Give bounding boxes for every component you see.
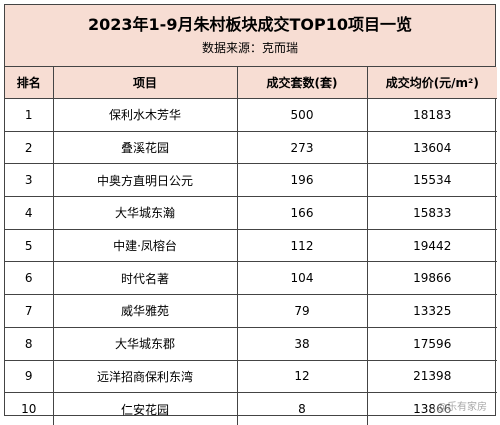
rank-cell: 9 xyxy=(5,360,53,393)
sets-cell: 8 xyxy=(237,393,367,425)
column-header-price: 成交均价(元/m²) xyxy=(367,67,497,99)
ranking-table-card: 2023年1-9月朱村板块成交TOP10项目一览 数据来源：克而瑞 排名 项目 … xyxy=(4,4,496,416)
project-name-cell: 叠溪花园 xyxy=(53,131,237,164)
price-cell: 13325 xyxy=(367,295,497,328)
sets-cell: 112 xyxy=(237,229,367,262)
rank-cell: 5 xyxy=(5,229,53,262)
rank-cell: 3 xyxy=(5,164,53,197)
project-name-cell: 威华雅苑 xyxy=(53,295,237,328)
column-header-name: 项目 xyxy=(53,67,237,99)
sets-cell: 166 xyxy=(237,197,367,230)
project-name-cell: 时代名著 xyxy=(53,262,237,295)
column-header-rank: 排名 xyxy=(5,67,53,99)
rank-cell: 1 xyxy=(5,99,53,132)
sets-cell: 38 xyxy=(237,327,367,360)
project-name-cell: 保利水木芳华 xyxy=(53,99,237,132)
column-header-sets: 成交套数(套) xyxy=(237,67,367,99)
sets-cell: 12 xyxy=(237,360,367,393)
header-block: 2023年1-9月朱村板块成交TOP10项目一览 数据来源：克而瑞 xyxy=(5,5,495,67)
price-cell: 15534 xyxy=(367,164,497,197)
price-cell: 15833 xyxy=(367,197,497,230)
price-cell: 19442 xyxy=(367,229,497,262)
project-name-cell: 大华城东瀚 xyxy=(53,197,237,230)
sets-cell: 500 xyxy=(237,99,367,132)
data-source: 数据来源：克而瑞 xyxy=(5,39,495,57)
project-name-cell: 中建·凤榕台 xyxy=(53,229,237,262)
rank-cell: 2 xyxy=(5,131,53,164)
price-cell: 21398 xyxy=(367,360,497,393)
sets-cell: 79 xyxy=(237,295,367,328)
project-name-cell: 仁安花园 xyxy=(53,393,237,425)
header-row: 排名 项目 成交套数(套) 成交均价(元/m²) xyxy=(5,67,497,99)
rank-cell: 8 xyxy=(5,327,53,360)
price-cell: 18183 xyxy=(367,99,497,132)
sets-cell: 196 xyxy=(237,164,367,197)
project-name-cell: 远洋招商保利东湾 xyxy=(53,360,237,393)
sets-cell: 273 xyxy=(237,131,367,164)
rank-cell: 4 xyxy=(5,197,53,230)
project-name-cell: 中奥方直明日公元 xyxy=(53,164,237,197)
rank-cell: 6 xyxy=(5,262,53,295)
watermark: @乐有家房 xyxy=(434,397,490,414)
sets-cell: 104 xyxy=(237,262,367,295)
rank-cell: 10 xyxy=(5,393,53,425)
price-cell: 17596 xyxy=(367,327,497,360)
rank-cell: 7 xyxy=(5,295,53,328)
price-cell: 13604 xyxy=(367,131,497,164)
price-cell: 19866 xyxy=(367,262,497,295)
table-title: 2023年1-9月朱村板块成交TOP10项目一览 xyxy=(5,15,495,35)
project-name-cell: 大华城东郡 xyxy=(53,327,237,360)
